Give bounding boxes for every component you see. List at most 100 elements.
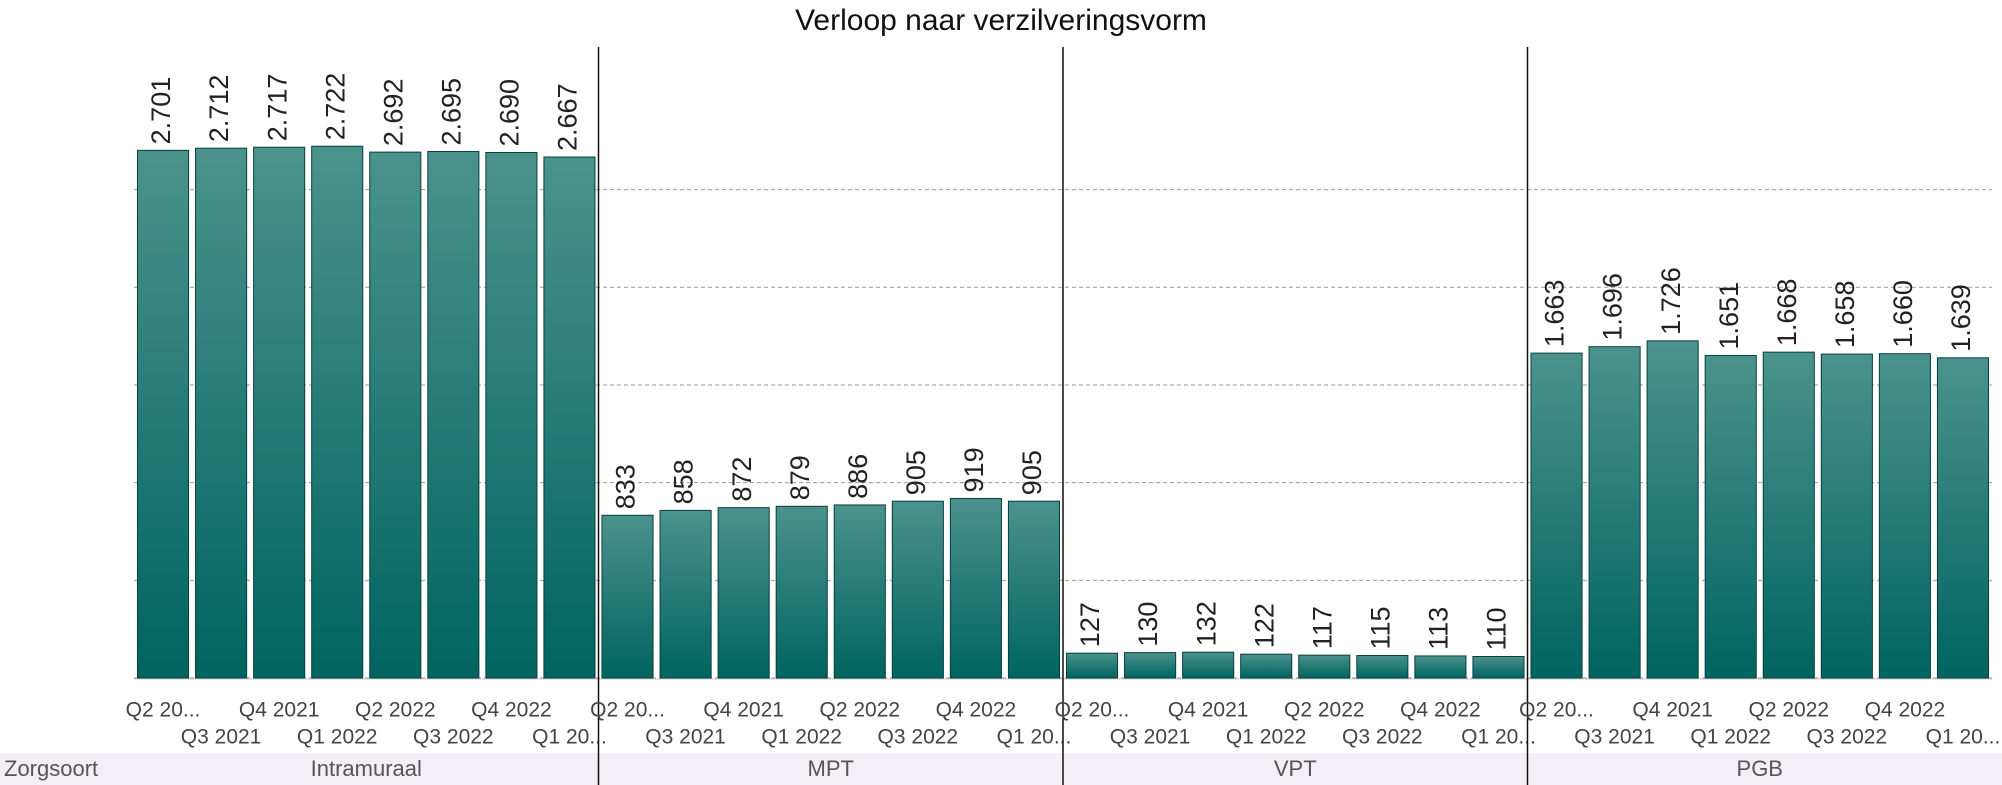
panel-label: MPT	[808, 756, 854, 781]
x-tick-label: Q1 2022	[761, 726, 842, 749]
bar	[543, 156, 596, 679]
bar	[659, 509, 712, 679]
bar	[1182, 651, 1235, 679]
value-label: 858	[669, 459, 699, 504]
x-tick-label: Q4 2022	[471, 699, 552, 722]
value-label: 1.651	[1714, 282, 1744, 350]
value-label: 2.722	[320, 73, 350, 141]
bar	[949, 497, 1002, 679]
bar	[717, 507, 770, 679]
bar	[1124, 652, 1177, 679]
x-tick-label: Q3 2022	[413, 726, 494, 749]
bar	[1588, 346, 1641, 679]
x-tick-label: Q1 2022	[297, 726, 378, 749]
x-tick-label: Q3 2021	[645, 726, 726, 749]
x-tick-label: Q1 20...	[1926, 726, 2001, 749]
x-tick-label: Q2 20...	[590, 699, 665, 722]
value-label: 113	[1424, 607, 1454, 650]
x-tick-label: Q3 2022	[878, 726, 959, 749]
x-tick-label: Q1 20...	[1461, 726, 1536, 749]
category-band	[0, 753, 2002, 785]
value-label: 1.639	[1946, 284, 1976, 352]
bar	[1298, 654, 1351, 679]
bar	[369, 151, 422, 679]
value-label: 117	[1307, 606, 1337, 649]
value-label: 919	[959, 447, 989, 492]
value-label: 1.668	[1772, 279, 1802, 347]
bar	[427, 151, 480, 679]
bar	[1414, 655, 1467, 679]
value-label: 2.701	[146, 77, 176, 145]
value-label: 1.726	[1656, 267, 1686, 335]
x-tick-label: Q4 2022	[936, 699, 1017, 722]
bar	[1762, 351, 1815, 679]
x-tick-label: Q4 2021	[703, 699, 784, 722]
value-label: 2.692	[378, 79, 408, 147]
value-label: 122	[1249, 603, 1279, 648]
value-label: 2.712	[204, 75, 234, 143]
value-label: 130	[1133, 602, 1163, 647]
bar	[136, 149, 190, 679]
bar	[1356, 655, 1409, 679]
value-label: 1.660	[1888, 280, 1918, 348]
value-label: 905	[1017, 450, 1047, 495]
value-label: 132	[1191, 601, 1221, 646]
value-label: 1.658	[1830, 281, 1860, 349]
panel-label: Intramuraal	[311, 756, 422, 781]
value-label: 1.696	[1598, 273, 1628, 341]
bar	[833, 504, 886, 679]
panel-label: VPT	[1274, 756, 1317, 781]
x-tick-label: Q1 2022	[1690, 726, 1771, 749]
x-tick-label: Q1 20...	[532, 726, 607, 749]
x-tick-label: Q1 20...	[997, 726, 1072, 749]
x-tick-label: Q4 2021	[1168, 699, 1249, 722]
value-label: 110	[1482, 607, 1512, 650]
bar	[775, 505, 828, 679]
x-tick-label: Q2 20...	[126, 699, 201, 722]
value-label: 2.695	[436, 78, 466, 146]
x-tick-label: Q3 2022	[1342, 726, 1423, 749]
row-header: Zorgsoort	[4, 756, 98, 781]
chart-title: Verloop naar verzilveringsvorm	[795, 4, 1207, 37]
value-label: 2.690	[495, 79, 525, 147]
value-label: 2.717	[262, 74, 292, 142]
bar	[485, 151, 538, 679]
value-label: 115	[1365, 606, 1395, 649]
x-tick-label: Q2 20...	[1519, 699, 1594, 722]
x-tick-label: Q2 20...	[1055, 699, 1130, 722]
bar	[1936, 357, 1990, 679]
x-tick-label: Q2 2022	[819, 699, 900, 722]
bar	[1007, 500, 1061, 679]
bar	[1878, 353, 1931, 679]
x-tick-label: Q2 2022	[1284, 699, 1365, 722]
bar	[1704, 354, 1757, 679]
x-tick-label: Q3 2021	[181, 726, 262, 749]
bar	[601, 514, 654, 679]
bar	[891, 500, 944, 679]
value-label: 1.663	[1540, 280, 1570, 348]
bar	[1646, 340, 1699, 679]
value-label: 2.667	[553, 83, 583, 151]
bar	[1820, 353, 1873, 679]
value-label: 127	[1075, 602, 1105, 647]
value-label: 879	[785, 455, 815, 500]
x-tick-label: Q3 2021	[1574, 726, 1655, 749]
x-tick-label: Q3 2021	[1110, 726, 1191, 749]
bar	[1472, 656, 1525, 679]
x-tick-label: Q1 2022	[1226, 726, 1307, 749]
x-tick-label: Q4 2021	[239, 699, 320, 722]
bar	[1530, 352, 1583, 679]
x-tick-label: Q3 2022	[1807, 726, 1888, 749]
value-label: 905	[901, 450, 931, 495]
x-tick-label: Q4 2022	[1400, 699, 1481, 722]
bar	[195, 147, 248, 679]
bar	[1065, 652, 1119, 679]
x-tick-label: Q2 2022	[1748, 699, 1829, 722]
x-tick-label: Q2 2022	[355, 699, 436, 722]
x-tick-label: Q4 2022	[1865, 699, 1946, 722]
value-label: 833	[611, 464, 641, 509]
value-label: 886	[843, 454, 873, 499]
panel-label: PGB	[1737, 756, 1783, 781]
x-tick-label: Q4 2021	[1632, 699, 1713, 722]
